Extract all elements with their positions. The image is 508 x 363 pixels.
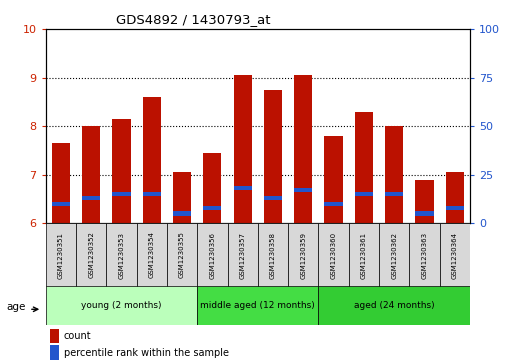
FancyBboxPatch shape xyxy=(46,286,197,325)
FancyBboxPatch shape xyxy=(167,223,197,287)
Text: GSM1230355: GSM1230355 xyxy=(179,232,185,278)
FancyBboxPatch shape xyxy=(197,223,228,287)
Bar xyxy=(385,126,403,223)
Text: GSM1230362: GSM1230362 xyxy=(391,232,397,278)
Text: GSM1230351: GSM1230351 xyxy=(58,232,64,278)
Bar xyxy=(234,75,252,223)
Bar xyxy=(52,201,70,206)
Bar xyxy=(112,192,131,196)
Bar xyxy=(52,143,70,223)
FancyBboxPatch shape xyxy=(379,223,409,287)
Text: GDS4892 / 1430793_at: GDS4892 / 1430793_at xyxy=(116,13,270,26)
Bar xyxy=(173,172,191,223)
Bar xyxy=(143,192,161,196)
Bar xyxy=(355,111,373,223)
FancyBboxPatch shape xyxy=(439,223,470,287)
Text: count: count xyxy=(64,331,91,341)
Text: GSM1230359: GSM1230359 xyxy=(300,232,306,278)
Text: GSM1230352: GSM1230352 xyxy=(88,232,94,278)
Bar xyxy=(294,188,312,192)
Bar xyxy=(446,172,464,223)
Bar xyxy=(143,97,161,223)
FancyBboxPatch shape xyxy=(409,223,439,287)
Bar xyxy=(325,201,342,206)
FancyBboxPatch shape xyxy=(46,223,76,287)
Bar xyxy=(446,205,464,210)
FancyBboxPatch shape xyxy=(348,223,379,287)
Text: middle aged (12 months): middle aged (12 months) xyxy=(201,301,315,310)
Bar xyxy=(264,90,282,223)
FancyBboxPatch shape xyxy=(76,223,106,287)
FancyBboxPatch shape xyxy=(137,223,167,287)
Text: young (2 months): young (2 months) xyxy=(81,301,162,310)
FancyBboxPatch shape xyxy=(319,223,348,287)
FancyBboxPatch shape xyxy=(288,223,319,287)
Bar xyxy=(234,186,252,191)
FancyBboxPatch shape xyxy=(319,286,470,325)
Bar xyxy=(82,196,100,200)
Text: GSM1230356: GSM1230356 xyxy=(209,232,215,278)
Text: aged (24 months): aged (24 months) xyxy=(354,301,434,310)
Bar xyxy=(50,346,59,360)
Bar xyxy=(173,211,191,216)
Text: GSM1230353: GSM1230353 xyxy=(118,232,124,278)
Bar xyxy=(112,119,131,223)
Bar xyxy=(294,75,312,223)
Text: GSM1230364: GSM1230364 xyxy=(452,232,458,278)
Text: GSM1230354: GSM1230354 xyxy=(149,232,155,278)
Text: age: age xyxy=(7,302,26,312)
Bar xyxy=(355,192,373,196)
Text: GSM1230363: GSM1230363 xyxy=(422,232,427,278)
FancyBboxPatch shape xyxy=(197,286,319,325)
Text: GSM1230360: GSM1230360 xyxy=(331,232,337,278)
Text: GSM1230361: GSM1230361 xyxy=(361,232,367,278)
FancyBboxPatch shape xyxy=(258,223,288,287)
FancyBboxPatch shape xyxy=(228,223,258,287)
Text: GSM1230358: GSM1230358 xyxy=(270,232,276,278)
Bar xyxy=(325,136,342,223)
Bar xyxy=(203,205,221,210)
Bar xyxy=(82,126,100,223)
Bar xyxy=(416,180,433,223)
Bar xyxy=(203,153,221,223)
Text: percentile rank within the sample: percentile rank within the sample xyxy=(64,348,229,358)
Text: GSM1230357: GSM1230357 xyxy=(240,232,246,278)
Bar xyxy=(416,211,433,216)
Bar xyxy=(50,329,59,343)
Bar xyxy=(264,196,282,200)
Bar xyxy=(385,192,403,196)
FancyBboxPatch shape xyxy=(106,223,137,287)
